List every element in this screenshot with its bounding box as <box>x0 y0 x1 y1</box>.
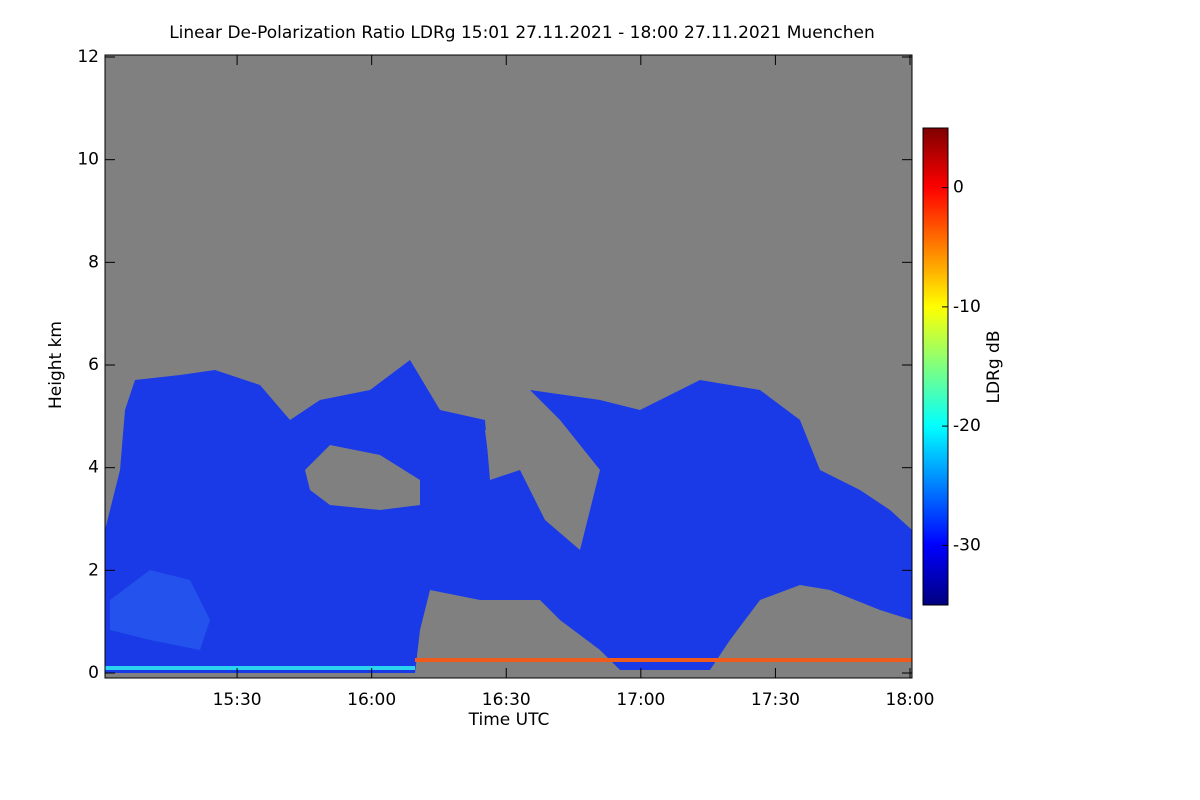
x-tick-label: 16:30 <box>482 690 531 710</box>
plot-frame <box>104 54 913 679</box>
chart-title: Linear De-Polarization Ratio LDRg 15:01 … <box>169 23 875 43</box>
echo-band <box>415 658 912 662</box>
echo-region <box>105 360 912 673</box>
x-tick-label: 16:00 <box>347 690 396 710</box>
colorbar-label: LDRg dB <box>984 330 1004 403</box>
colorbar-tick-label: -10 <box>953 297 981 317</box>
echo-gap <box>485 430 590 520</box>
y-tick-label: 12 <box>77 47 99 67</box>
y-tick-label: 6 <box>88 355 99 375</box>
x-tick-label: 18:00 <box>886 690 935 710</box>
echo-core <box>110 570 210 650</box>
y-axis-label: Height km <box>46 321 66 409</box>
colorbar-tick-label: 0 <box>953 178 964 198</box>
x-tick-label: 17:00 <box>616 690 665 710</box>
echo-gap <box>305 445 420 510</box>
x-tick-label: 15:30 <box>213 690 262 710</box>
echo-band <box>105 666 415 670</box>
colorbar <box>922 127 949 606</box>
colorbar-tick-label: -20 <box>953 416 981 436</box>
colorbar-tick-label: -30 <box>953 535 981 555</box>
y-tick-label: 8 <box>88 252 99 272</box>
y-tick-label: 2 <box>88 560 99 580</box>
x-tick-label: 17:30 <box>751 690 800 710</box>
y-tick-label: 0 <box>88 663 99 683</box>
x-axis-label: Time UTC <box>468 710 550 730</box>
y-tick-label: 4 <box>88 458 99 478</box>
y-tick-label: 10 <box>77 150 99 170</box>
